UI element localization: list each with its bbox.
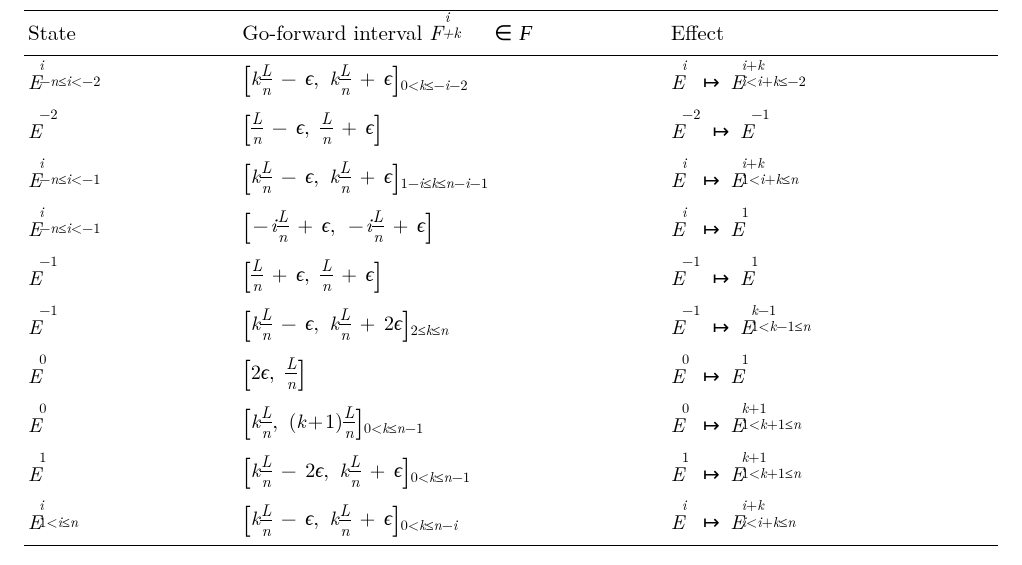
effect-cell: Ei↦ Ei+ki<i+k≤−2 — [667, 56, 998, 105]
state-cell: E−1 — [24, 252, 238, 301]
table-row: Ei−n≤i<−1[kLn − ϵ, kLn + ϵ]1−i≤k≤n−i−1Ei… — [24, 154, 998, 203]
effect-cell: Ei↦ Ei+ki<i+k≤n — [667, 497, 998, 546]
state-cell: E0 — [24, 399, 238, 448]
table-row: Ei1<i≤n[kLn − ϵ, kLn + ϵ]0<k≤n−iEi↦ Ei+k… — [24, 497, 998, 546]
interval-cell: [kLn − ϵ, kLn + 2ϵ]2≤k≤n — [238, 301, 667, 350]
interval-cell: [kLn − 2ϵ, kLn + ϵ]0<k≤n−1 — [238, 448, 667, 497]
table-row: E0[2ϵ, Ln]E0↦ E1 — [24, 350, 998, 399]
table-row: Ei−n≤i<−1[−iLn + ϵ, −iLn + ϵ]Ei↦ E1 — [24, 203, 998, 252]
table-row: E−1[Ln + ϵ, Ln + ϵ]E−1↦ E1 — [24, 252, 998, 301]
effect-cell: E1↦ Ek+11<k+1≤n — [667, 448, 998, 497]
header-interval-F: Fi+k — [429, 17, 443, 47]
header-in: ∈ — [487, 17, 519, 47]
state-cell: Ei−n≤i<−2 — [24, 56, 238, 105]
table-row: Ei−n≤i<−2[kLn − ϵ, kLn + ϵ]0<k≤−i−2Ei↦ E… — [24, 56, 998, 105]
state-cell: E−2 — [24, 105, 238, 154]
header-interval: Go-forward interval Fi+k ∈ F — [238, 11, 667, 56]
header-row: State Go-forward interval Fi+k ∈ F Effec… — [24, 11, 998, 56]
interval-cell: [2ϵ, Ln] — [238, 350, 667, 399]
effect-cell: E0↦ Ek+11<k+1≤n — [667, 399, 998, 448]
effect-cell: Ei↦ E1 — [667, 203, 998, 252]
interval-cell: [−iLn + ϵ, −iLn + ϵ] — [238, 203, 667, 252]
state-transition-table: State Go-forward interval Fi+k ∈ F Effec… — [24, 10, 998, 546]
table-row: E1[kLn − 2ϵ, kLn + ϵ]0<k≤n−1E1↦ Ek+11<k+… — [24, 448, 998, 497]
state-cell: Ei−n≤i<−1 — [24, 154, 238, 203]
effect-cell: E−1↦ E1 — [667, 252, 998, 301]
state-cell: Ei−n≤i<−1 — [24, 203, 238, 252]
interval-cell: [kLn − ϵ, kLn + ϵ]0<k≤n−i — [238, 497, 667, 546]
sym-F: F — [429, 17, 443, 47]
state-cell: Ei1<i≤n — [24, 497, 238, 546]
F-sub: +k — [442, 25, 461, 40]
effect-cell: E−1↦ Ek−11<k−1≤n — [667, 301, 998, 350]
table-row: E−2[Ln − ϵ, Ln + ϵ]E−2↦ E−1 — [24, 105, 998, 154]
effect-cell: Ei↦ Ei+k1<i+k≤n — [667, 154, 998, 203]
interval-cell: [kLn − ϵ, kLn + ϵ]0<k≤−i−2 — [238, 56, 667, 105]
table-row: E0[kLn, (k+1)Ln]0<k≤n−1E0↦ Ek+11<k+1≤n — [24, 399, 998, 448]
interval-cell: [kLn − ϵ, kLn + ϵ]1−i≤k≤n−i−1 — [238, 154, 667, 203]
header-state: State — [24, 11, 238, 56]
effect-cell: E0↦ E1 — [667, 350, 998, 399]
interval-cell: [Ln − ϵ, Ln + ϵ] — [238, 105, 667, 154]
table-row: E−1[kLn − ϵ, kLn + 2ϵ]2≤k≤nE−1↦ Ek−11<k−… — [24, 301, 998, 350]
header-calF: F — [519, 21, 532, 45]
header-interval-prefix: Go-forward interval — [242, 17, 429, 47]
state-cell: E1 — [24, 448, 238, 497]
state-cell: E−1 — [24, 301, 238, 350]
interval-cell: [Ln + ϵ, Ln + ϵ] — [238, 252, 667, 301]
header-effect: Effect — [667, 11, 998, 56]
table-body: Ei−n≤i<−2[kLn − ϵ, kLn + ϵ]0<k≤−i−2Ei↦ E… — [24, 56, 998, 546]
effect-cell: E−2↦ E−1 — [667, 105, 998, 154]
state-cell: E0 — [24, 350, 238, 399]
interval-cell: [kLn, (k+1)Ln]0<k≤n−1 — [238, 399, 667, 448]
